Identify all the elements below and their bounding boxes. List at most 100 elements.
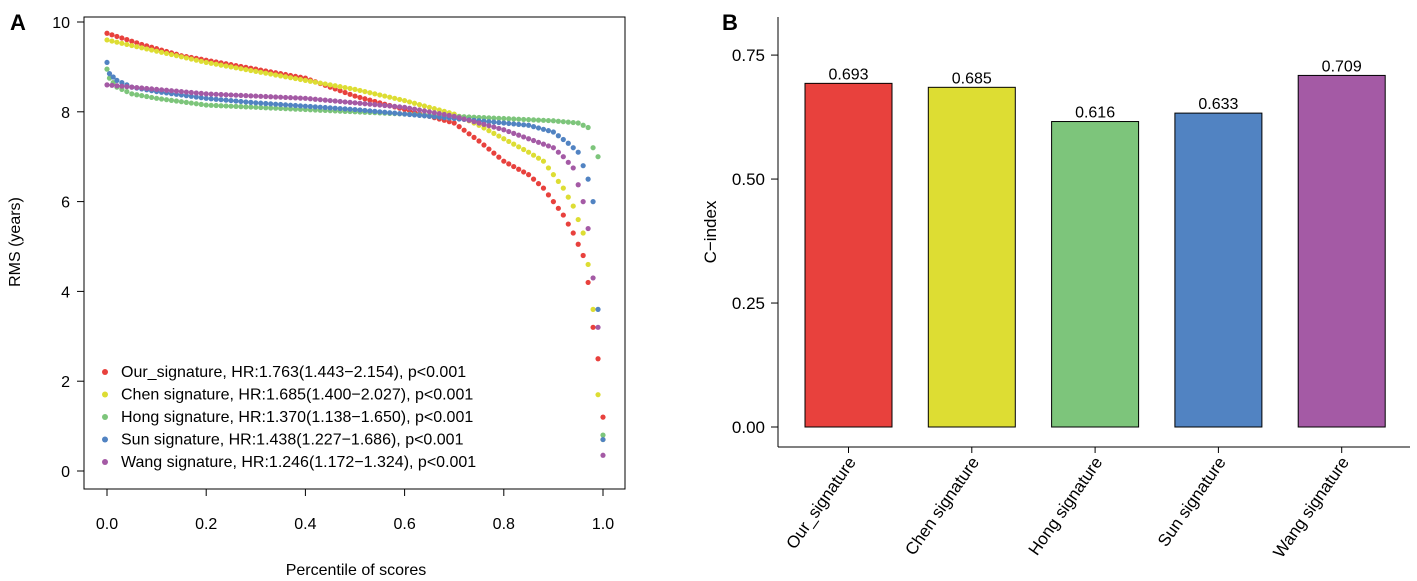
data-point [511, 141, 517, 147]
data-point [114, 83, 120, 89]
data-point [114, 77, 120, 83]
panel-a-legend: Our_signature, HR:1.763(1.443−2.154), p<… [102, 364, 476, 471]
data-point [337, 98, 343, 105]
data-point [213, 102, 219, 109]
data-point [278, 105, 284, 112]
data-point [109, 32, 115, 38]
data-point [362, 96, 368, 102]
data-point [575, 120, 581, 126]
data-point [337, 105, 343, 112]
data-point [233, 98, 239, 104]
data-point [282, 94, 289, 101]
data-point [535, 125, 542, 131]
panel-b-bars: 0.693 0.685 0.616 0.633 0.709 [804, 58, 1386, 428]
data-point [506, 161, 512, 167]
data-point [491, 115, 497, 121]
x-tick-label-wang-signature: Wang signature [1269, 453, 1352, 561]
bar-our-signature [804, 82, 893, 428]
data-point [585, 279, 591, 286]
panel-a-x-tick-label: 0.6 [393, 516, 415, 533]
data-point [516, 121, 522, 127]
x-tick-label-our-signature: Our_signature [782, 453, 859, 552]
data-point [263, 93, 269, 100]
data-point [416, 112, 423, 118]
data-point [575, 216, 581, 223]
data-point [183, 55, 189, 61]
data-point [317, 80, 323, 86]
data-point [278, 101, 284, 108]
data-point [540, 141, 547, 147]
data-point [292, 106, 299, 112]
data-point [342, 89, 348, 96]
x-tick-label-hong-signature: Hong signature [1025, 453, 1107, 558]
data-point [104, 66, 110, 72]
data-point [158, 87, 165, 93]
data-point [228, 64, 234, 70]
data-point [555, 118, 561, 124]
data-point [168, 88, 175, 94]
data-point [124, 41, 130, 48]
data-point [307, 78, 313, 84]
data-point [585, 261, 591, 268]
panel-a-points [104, 30, 606, 458]
bar-sun-signature [1174, 112, 1263, 428]
data-point [268, 105, 274, 111]
data-point [496, 154, 502, 160]
data-point [282, 106, 289, 112]
data-point [124, 88, 130, 95]
data-point [332, 98, 338, 104]
data-point [144, 93, 150, 100]
data-point [273, 72, 279, 78]
data-point [238, 92, 244, 99]
data-point [248, 93, 254, 99]
data-point [258, 69, 264, 75]
data-point [129, 84, 135, 90]
data-point [545, 128, 552, 134]
x-tick-label-chen-signature: Chen signature [901, 453, 983, 558]
data-point [565, 159, 571, 165]
data-point [392, 103, 398, 110]
data-point [466, 131, 472, 137]
data-point [600, 436, 606, 443]
data-point [501, 127, 507, 133]
data-point [322, 104, 328, 111]
legend-marker-hong-signature [102, 414, 108, 420]
data-point [516, 166, 522, 172]
data-point [367, 101, 373, 107]
data-point [327, 97, 333, 104]
data-point [555, 133, 561, 139]
data-point [302, 95, 308, 101]
data-point [238, 104, 244, 110]
data-point [595, 324, 601, 330]
data-point [461, 127, 467, 133]
data-point [193, 90, 199, 96]
data-point [491, 119, 497, 125]
panel-a-plot-box [83, 16, 626, 490]
legend-label-wang-signature: Wang signature, HR:1.246(1.172−1.324), p… [121, 454, 476, 471]
data-point [228, 92, 234, 98]
data-point [268, 94, 274, 100]
data-point [273, 94, 279, 100]
data-point [580, 252, 586, 259]
data-point [357, 87, 363, 94]
data-point [104, 30, 110, 36]
data-point [223, 97, 229, 103]
data-point [506, 116, 512, 122]
data-point [540, 117, 547, 123]
data-point [506, 138, 512, 145]
data-point [471, 134, 477, 140]
data-point [476, 138, 482, 144]
data-point [426, 109, 432, 115]
data-point [327, 105, 333, 111]
data-point [486, 119, 492, 125]
data-point [243, 93, 249, 99]
panel-a-y-tick-label: 8 [61, 105, 70, 122]
data-point [178, 54, 184, 60]
data-point [357, 107, 363, 113]
data-point [104, 82, 110, 88]
data-point [540, 185, 547, 191]
data-point [535, 117, 542, 123]
data-point [436, 110, 442, 117]
data-point [560, 154, 566, 160]
